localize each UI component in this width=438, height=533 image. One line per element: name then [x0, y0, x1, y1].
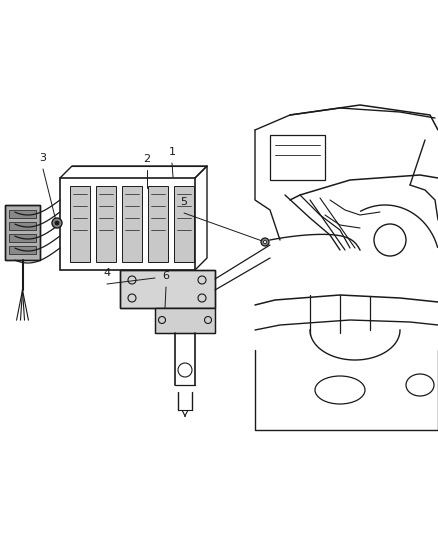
Bar — [9, 210, 36, 218]
Bar — [5, 205, 40, 260]
Text: 5: 5 — [180, 197, 187, 207]
Text: 3: 3 — [39, 153, 46, 163]
Bar — [9, 222, 36, 230]
Bar — [122, 186, 142, 262]
Bar — [9, 234, 36, 242]
Circle shape — [261, 238, 269, 246]
Bar — [155, 308, 215, 333]
Bar — [5, 205, 40, 260]
Text: 4: 4 — [103, 268, 110, 278]
Bar — [270, 135, 325, 180]
Text: 1: 1 — [169, 147, 176, 157]
Circle shape — [55, 221, 59, 225]
Bar — [96, 186, 116, 262]
Circle shape — [52, 218, 62, 228]
Bar — [9, 246, 36, 254]
Bar — [70, 186, 90, 262]
Text: 6: 6 — [162, 271, 170, 281]
Bar — [120, 270, 215, 308]
Circle shape — [264, 240, 266, 244]
Bar — [120, 270, 215, 308]
Text: 2: 2 — [143, 154, 151, 164]
Bar — [60, 178, 195, 270]
Bar — [174, 186, 194, 262]
Bar — [148, 186, 168, 262]
Bar — [155, 308, 215, 333]
